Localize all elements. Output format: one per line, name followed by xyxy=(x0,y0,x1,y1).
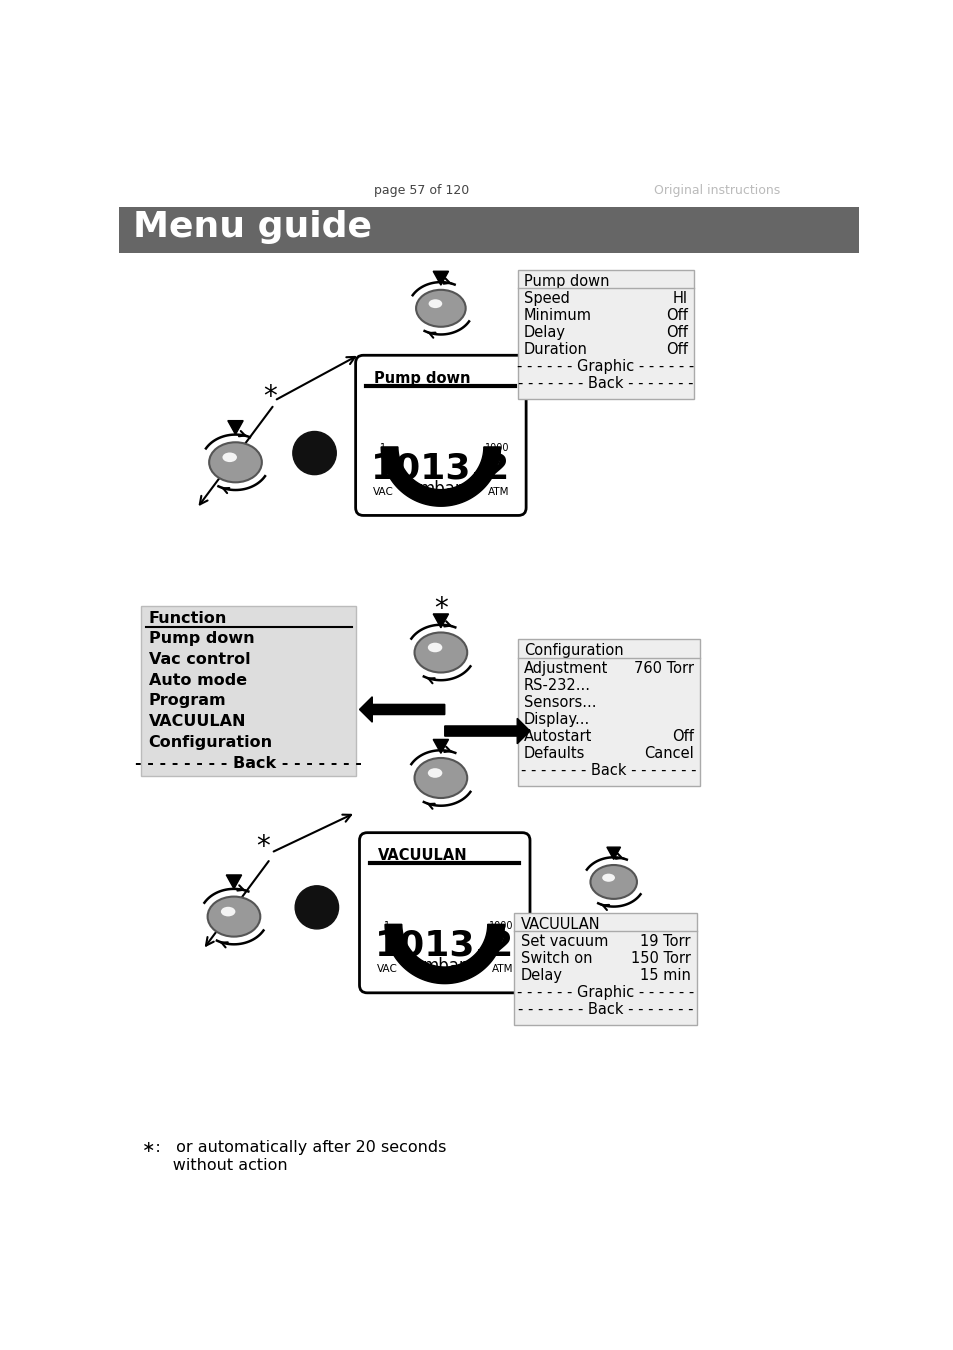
Text: mbar: mbar xyxy=(422,957,466,975)
Text: Duration: Duration xyxy=(523,342,587,358)
Text: - - - - - - - Back - - - - - - -: - - - - - - - Back - - - - - - - xyxy=(520,763,696,778)
Text: 150 Torr: 150 Torr xyxy=(630,952,690,967)
Text: - - - - - - - Back - - - - - - -: - - - - - - - Back - - - - - - - xyxy=(517,1002,693,1017)
Text: VACUULAN: VACUULAN xyxy=(520,917,599,932)
FancyBboxPatch shape xyxy=(359,833,530,992)
Text: 1: 1 xyxy=(383,921,389,931)
Text: without action: without action xyxy=(142,1158,288,1173)
Ellipse shape xyxy=(601,873,615,882)
Text: Autostart: Autostart xyxy=(523,729,592,744)
Text: 1000: 1000 xyxy=(489,921,513,931)
Text: *: * xyxy=(434,594,447,622)
Ellipse shape xyxy=(222,452,236,462)
Polygon shape xyxy=(606,848,619,860)
Bar xyxy=(514,913,696,1025)
Ellipse shape xyxy=(221,907,235,917)
Polygon shape xyxy=(381,447,500,506)
Circle shape xyxy=(294,886,338,929)
Text: 19 Torr: 19 Torr xyxy=(639,934,690,949)
Text: - - - - - - - Back - - - - - - -: - - - - - - - Back - - - - - - - xyxy=(517,377,693,392)
Circle shape xyxy=(293,432,335,475)
Bar xyxy=(119,207,858,252)
Text: Minimum: Minimum xyxy=(523,308,591,323)
Text: MODE: MODE xyxy=(294,447,335,459)
Text: Pump down: Pump down xyxy=(149,630,254,645)
Text: Configuration: Configuration xyxy=(523,643,622,659)
Polygon shape xyxy=(226,875,241,888)
FancyBboxPatch shape xyxy=(355,355,525,516)
Text: VACUULAN: VACUULAN xyxy=(377,848,467,863)
Text: ATM: ATM xyxy=(487,487,509,497)
Polygon shape xyxy=(228,421,243,435)
Text: mbar: mbar xyxy=(418,479,462,498)
Text: *: * xyxy=(255,833,269,861)
Ellipse shape xyxy=(416,290,465,327)
Text: Original instructions: Original instructions xyxy=(654,184,780,197)
Bar xyxy=(517,640,699,786)
Text: 760 Torr: 760 Torr xyxy=(633,662,693,676)
Polygon shape xyxy=(433,614,448,628)
Polygon shape xyxy=(433,740,448,753)
Polygon shape xyxy=(359,697,444,722)
Bar xyxy=(517,270,694,400)
Ellipse shape xyxy=(590,865,637,899)
Text: MODE: MODE xyxy=(295,900,337,914)
Text: Auto mode: Auto mode xyxy=(149,672,247,687)
Text: 100: 100 xyxy=(481,941,500,950)
Text: Cancel: Cancel xyxy=(643,745,693,760)
Ellipse shape xyxy=(415,757,467,798)
Text: Off: Off xyxy=(671,729,693,744)
Text: Menu guide: Menu guide xyxy=(133,209,372,244)
Text: Off: Off xyxy=(665,342,687,358)
Text: Display...: Display... xyxy=(523,711,590,726)
Text: Sensors...: Sensors... xyxy=(523,695,596,710)
Polygon shape xyxy=(433,271,448,285)
Text: Adjustment: Adjustment xyxy=(523,662,608,676)
Text: Set vacuum: Set vacuum xyxy=(520,934,607,949)
Bar xyxy=(141,606,356,776)
Text: *: * xyxy=(263,383,277,410)
Ellipse shape xyxy=(208,896,260,937)
Text: 10: 10 xyxy=(388,463,400,474)
Text: ∗:   or automatically after 20 seconds: ∗: or automatically after 20 seconds xyxy=(142,1139,446,1154)
Text: VAC: VAC xyxy=(373,487,394,497)
Text: VACUULAN: VACUULAN xyxy=(149,714,246,729)
Polygon shape xyxy=(385,925,504,984)
Text: Delay: Delay xyxy=(520,968,562,983)
Ellipse shape xyxy=(427,768,442,778)
Ellipse shape xyxy=(209,443,261,482)
Text: Switch on: Switch on xyxy=(520,952,592,967)
Text: Defaults: Defaults xyxy=(523,745,584,760)
Text: 1013.2: 1013.2 xyxy=(371,451,510,486)
Text: - - - - - - Graphic - - - - - -: - - - - - - Graphic - - - - - - xyxy=(517,359,694,374)
Text: VAC: VAC xyxy=(376,964,397,975)
Text: RS-232...: RS-232... xyxy=(523,678,590,693)
Text: 100: 100 xyxy=(477,463,497,474)
Text: 15 min: 15 min xyxy=(639,968,690,983)
Text: 1: 1 xyxy=(379,443,385,454)
Text: ATM: ATM xyxy=(491,964,513,975)
Text: Vac control: Vac control xyxy=(149,652,250,667)
Text: page 57 of 120: page 57 of 120 xyxy=(374,184,469,197)
Text: Speed: Speed xyxy=(523,292,569,306)
Text: 10: 10 xyxy=(392,941,404,950)
Ellipse shape xyxy=(427,643,442,652)
Text: Off: Off xyxy=(665,325,687,340)
Text: Off: Off xyxy=(665,308,687,323)
Text: 1000: 1000 xyxy=(485,443,509,454)
Text: Configuration: Configuration xyxy=(149,734,273,749)
Text: Pump down: Pump down xyxy=(523,274,609,289)
Polygon shape xyxy=(444,718,530,744)
Text: Function: Function xyxy=(149,612,227,626)
Text: 1013.2: 1013.2 xyxy=(375,929,514,963)
Text: HI: HI xyxy=(672,292,687,306)
Text: Delay: Delay xyxy=(523,325,565,340)
Ellipse shape xyxy=(415,632,467,672)
Text: Pump down: Pump down xyxy=(374,371,470,386)
Text: - - - - - - - - Back - - - - - - -: - - - - - - - - Back - - - - - - - xyxy=(135,756,362,771)
Ellipse shape xyxy=(428,300,442,308)
Text: Program: Program xyxy=(149,694,226,709)
Text: - - - - - - Graphic - - - - - -: - - - - - - Graphic - - - - - - xyxy=(517,986,694,1000)
